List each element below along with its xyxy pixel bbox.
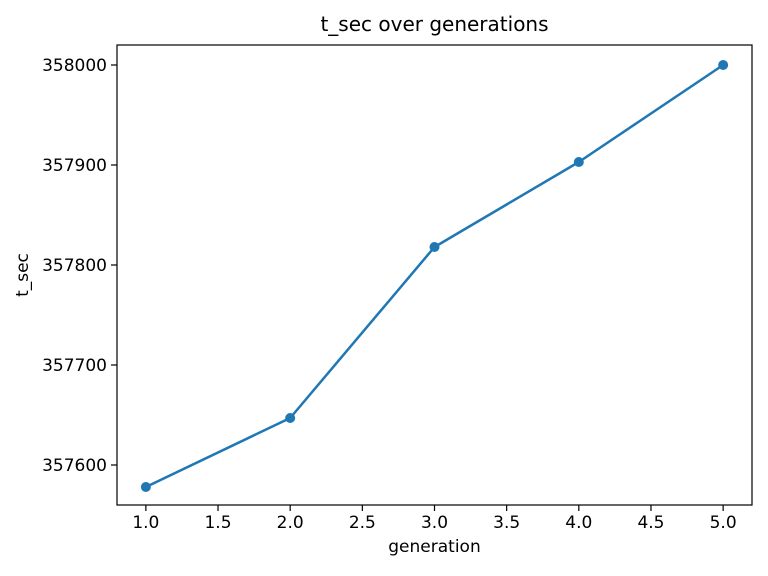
x-tick-label: 1.0 xyxy=(132,513,159,533)
y-tick-label: 357800 xyxy=(42,256,107,276)
x-axis-label: generation xyxy=(388,537,480,557)
data-point xyxy=(285,413,296,423)
data-point xyxy=(429,242,440,252)
data-point xyxy=(573,157,584,167)
x-tick-label: 2.0 xyxy=(277,513,304,533)
data-point xyxy=(140,482,151,492)
plot-border xyxy=(116,44,753,506)
y-tick-label: 358000 xyxy=(42,56,107,76)
data-point xyxy=(718,60,729,70)
y-tick-label: 357900 xyxy=(42,156,107,176)
y-tick-label: 357600 xyxy=(42,456,107,476)
x-tick-label: 3.5 xyxy=(493,513,520,533)
chart-title: t_sec over generations xyxy=(320,12,548,36)
y-axis-label: t_sec xyxy=(13,253,33,297)
x-tick-label: 2.5 xyxy=(349,513,376,533)
x-tick-label: 3.0 xyxy=(421,513,448,533)
x-tick-label: 4.5 xyxy=(637,513,664,533)
x-tick-label: 5.0 xyxy=(710,513,737,533)
y-tick-label: 357700 xyxy=(42,356,107,376)
x-tick-label: 1.5 xyxy=(204,513,231,533)
data-line xyxy=(144,63,725,489)
x-tick-label: 4.0 xyxy=(565,513,592,533)
